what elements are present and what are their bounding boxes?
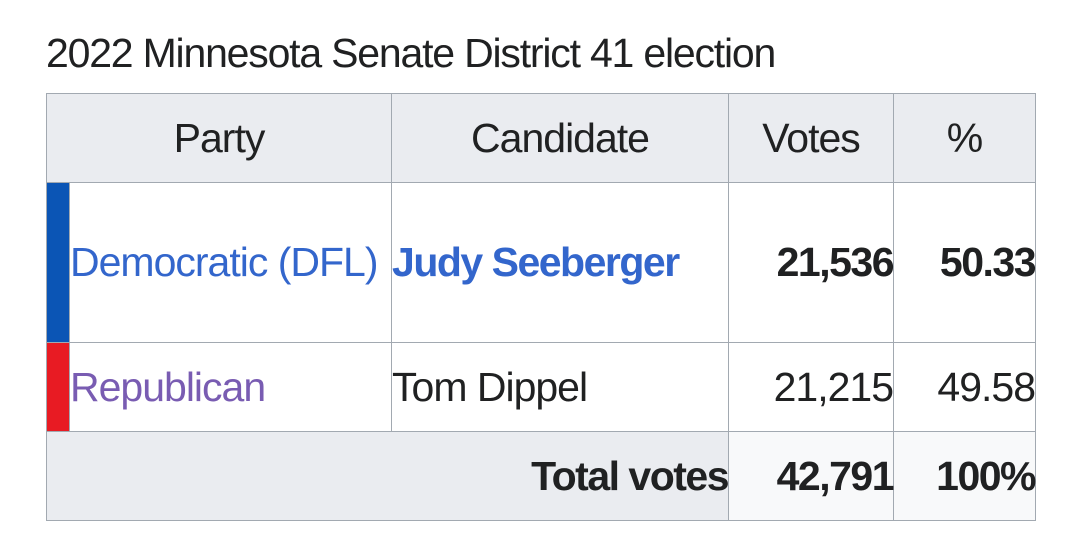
total-row: Total votes 42,791 100%	[45, 431, 1037, 521]
party-link-republican[interactable]: Republican	[70, 363, 266, 410]
table-row: Republican Tom Dippel 21,215 49.58	[46, 342, 1037, 432]
header-candidate: Candidate	[391, 93, 730, 183]
header-row: Party Candidate Votes %	[45, 93, 1037, 183]
header-percent: %	[893, 93, 1037, 183]
total-label: Total votes	[45, 431, 730, 521]
candidate-name: Tom Dippel	[391, 342, 730, 432]
candidate-link-judy-seeberger[interactable]: Judy Seeberger	[392, 239, 680, 285]
votes-cell: 21,215	[728, 342, 895, 432]
total-percent: 100%	[893, 431, 1037, 521]
percent-cell: 49.58	[893, 342, 1037, 432]
header-party: Party	[45, 93, 393, 183]
party-color-bar	[46, 342, 70, 432]
percent-cell: 50.33	[893, 182, 1037, 343]
page-title: 2022 Minnesota Senate District 41 electi…	[46, 30, 776, 76]
header-votes: Votes	[728, 93, 895, 183]
table-row: Democratic (DFL) Judy Seeberger 21,536 5…	[46, 182, 1037, 343]
election-results-table: Party Candidate Votes % Democratic (DFL)…	[45, 93, 1037, 521]
party-link-democratic[interactable]: Democratic (DFL)	[70, 239, 378, 285]
party-color-bar	[46, 182, 70, 343]
total-votes: 42,791	[728, 431, 895, 521]
votes-cell: 21,536	[728, 182, 895, 343]
